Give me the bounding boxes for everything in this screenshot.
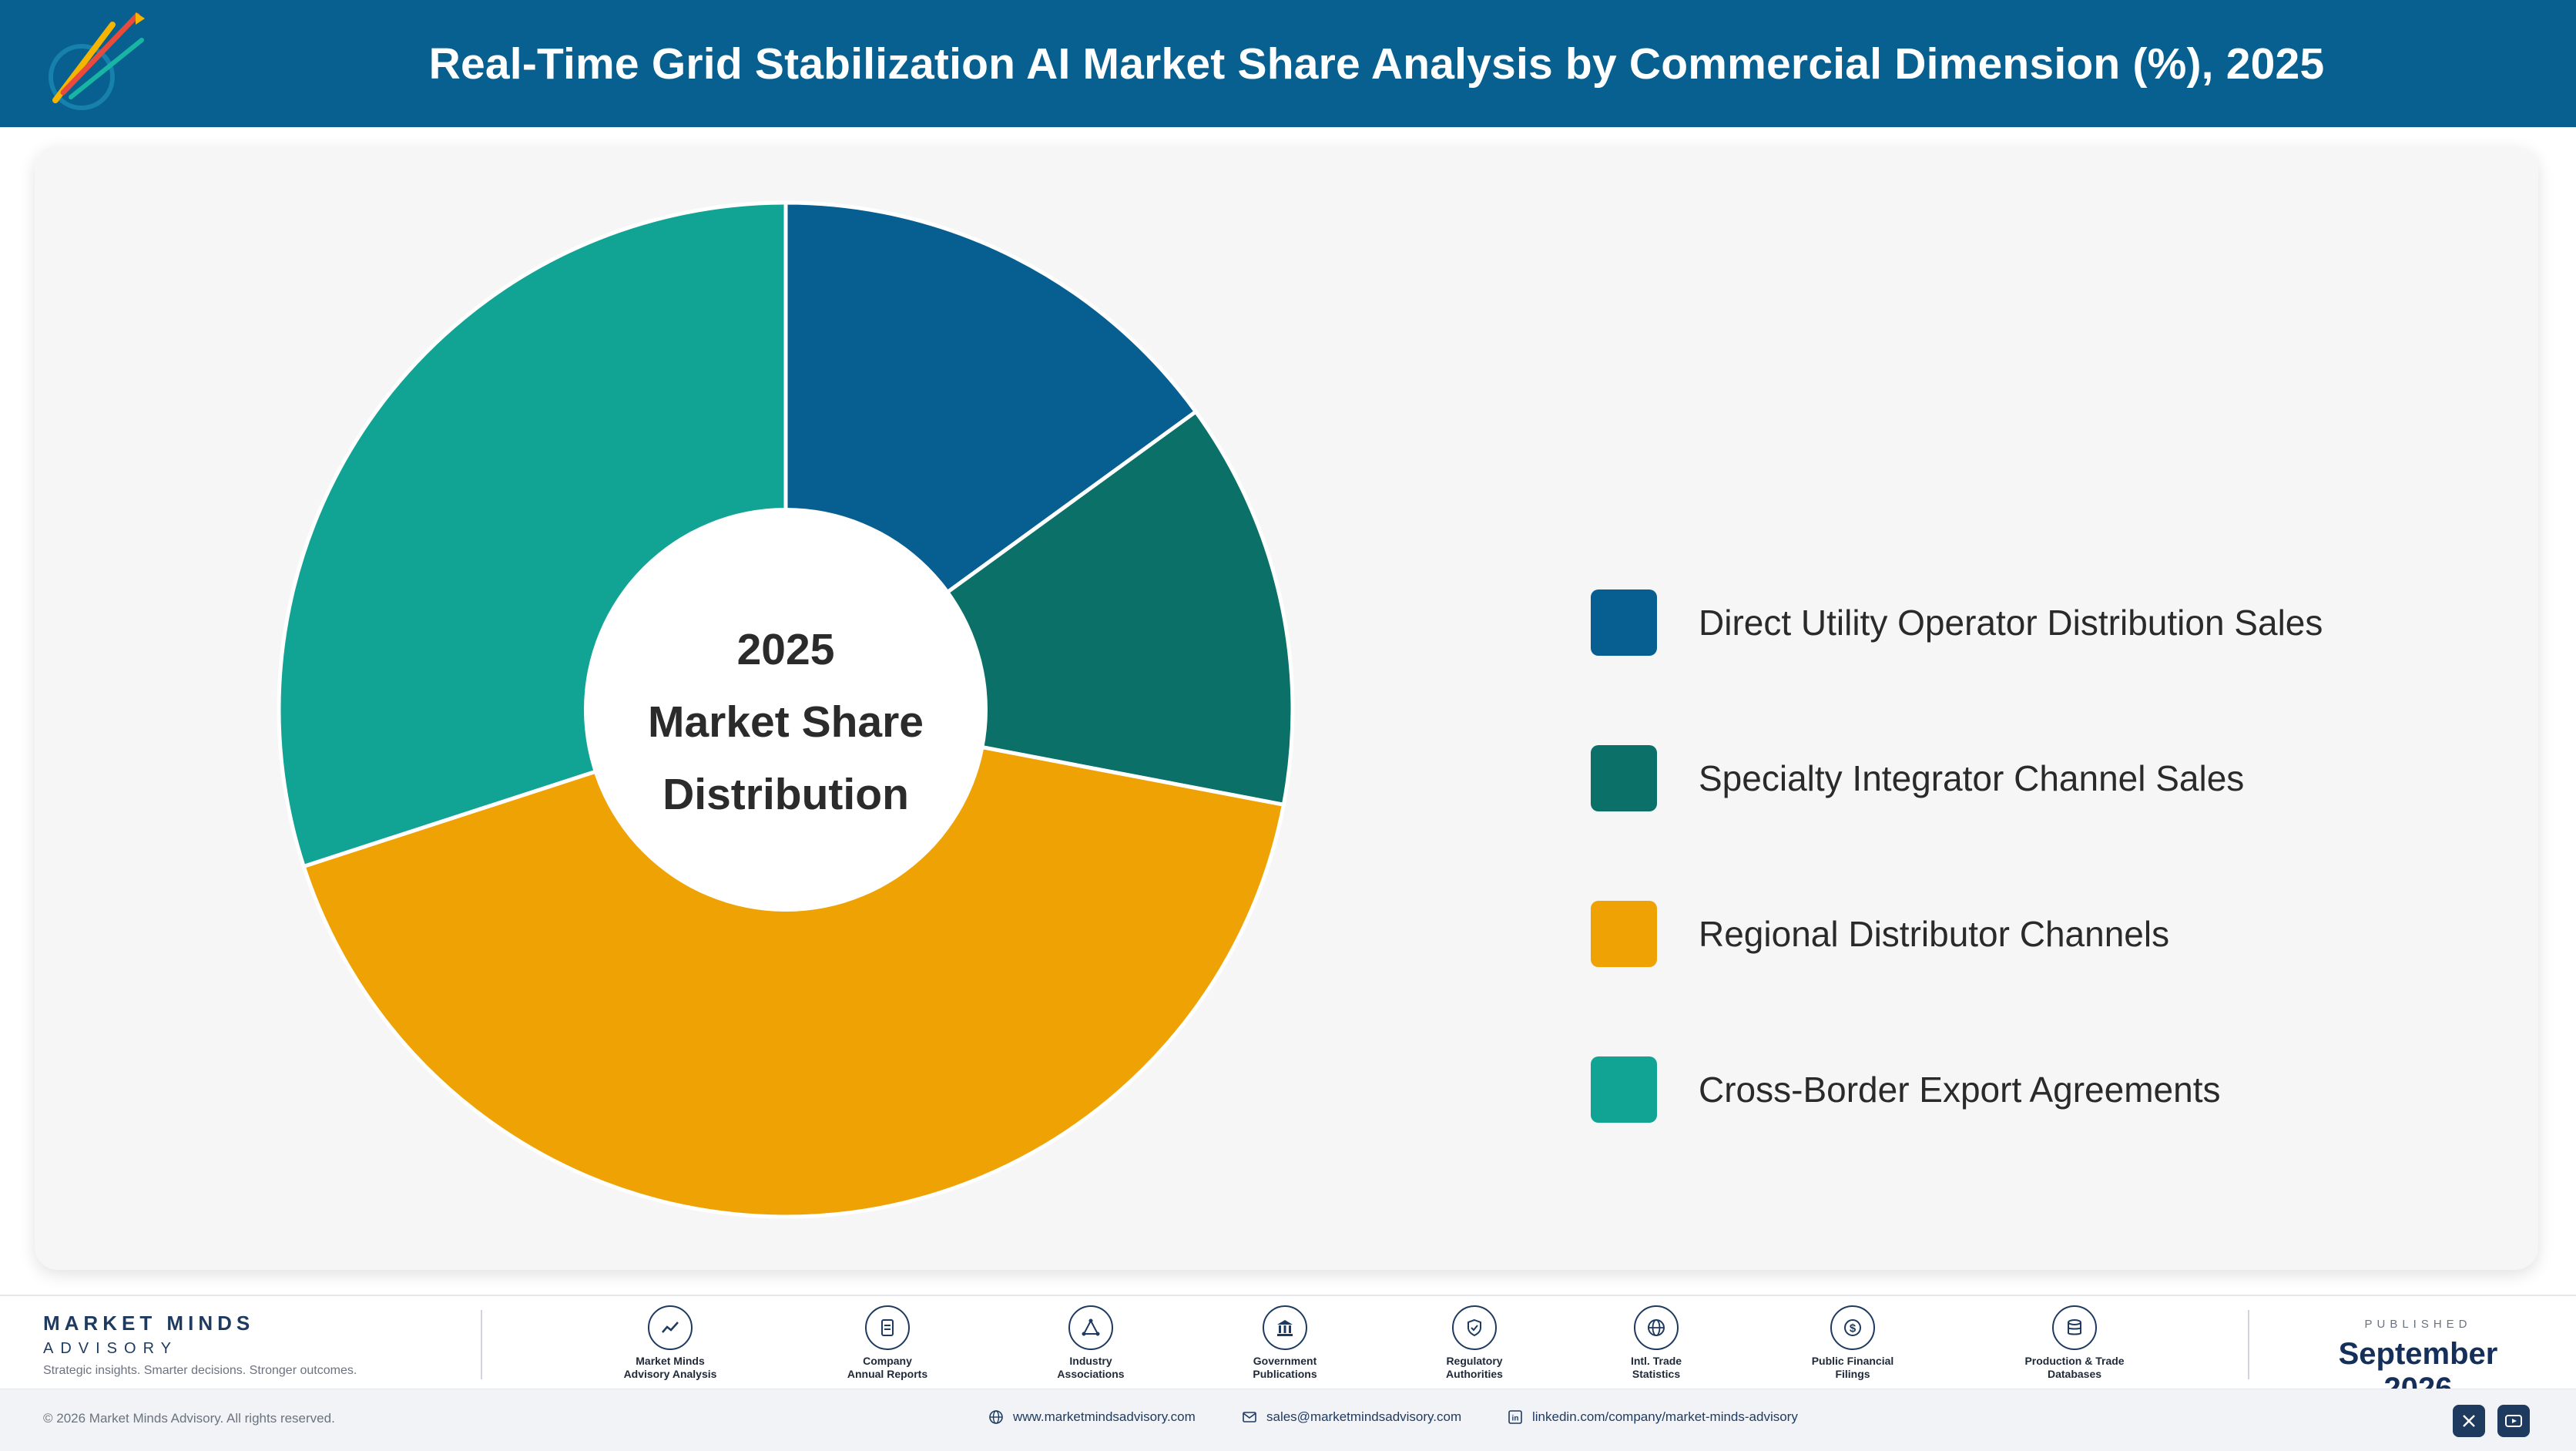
trend-icon <box>648 1305 693 1350</box>
footer-divider <box>2248 1310 2249 1379</box>
source-financial-filings[interactable]: $ Public Financial Filings <box>1776 1305 1930 1381</box>
globe-icon <box>989 1410 1003 1424</box>
source-label: Public Financial Filings <box>1811 1355 1894 1380</box>
document-icon <box>865 1305 910 1350</box>
shield-icon <box>1452 1305 1497 1350</box>
published-label: PUBLISHED <box>2364 1318 2472 1331</box>
source-label: Regulatory Authorities <box>1446 1355 1503 1380</box>
legend-item-direct-utility[interactable]: Direct Utility Operator Distribution Sal… <box>1591 589 2323 656</box>
legend-label: Regional Distributor Channels <box>1699 914 2170 954</box>
email-link[interactable]: sales@marketmindsadvisory.com <box>1242 1409 1461 1425</box>
brand-tagline: Strategic insights. Smarter decisions. S… <box>43 1364 357 1377</box>
chart-legend: Direct Utility Operator Distribution Sal… <box>1591 589 2323 1212</box>
slice-regional-distributor[interactable] <box>301 707 1286 1219</box>
legend-item-cross-border[interactable]: Cross-Border Export Agreements <box>1591 1056 2323 1123</box>
source-label: Company Annual Reports <box>847 1355 928 1380</box>
source-label: Government Publications <box>1253 1355 1317 1380</box>
video-icon <box>2505 1415 2522 1427</box>
legend-item-specialty-integrator[interactable]: Specialty Integrator Channel Sales <box>1591 745 2323 811</box>
source-company-reports[interactable]: Company Annual Reports <box>810 1305 964 1381</box>
legend-label: Specialty Integrator Channel Sales <box>1699 758 2245 798</box>
legend-swatch <box>1591 1056 1657 1123</box>
legend-swatch <box>1591 745 1657 811</box>
source-label: Market Minds Advisory Analysis <box>623 1355 717 1380</box>
legend-swatch <box>1591 589 1657 656</box>
legend-item-regional-distributor[interactable]: Regional Distributor Channels <box>1591 901 2323 967</box>
dollar-icon: $ <box>1830 1305 1875 1350</box>
source-regulatory-authorities[interactable]: Regulatory Authorities <box>1397 1305 1551 1381</box>
website-link[interactable]: www.marketmindsadvisory.com <box>988 1409 1196 1425</box>
copyright-text: © 2026 Market Minds Advisory. All rights… <box>43 1411 335 1426</box>
center-label-line-1: 2025 <box>737 625 835 674</box>
x-icon <box>2463 1415 2475 1427</box>
footer: MARKET MINDS ADVISORY Strategic insights… <box>0 1295 2576 1406</box>
source-trade-databases[interactable]: Production & Trade Databases <box>1997 1305 2152 1381</box>
chart-card: 2025 Market Share Distribution Direct Ut… <box>35 146 2538 1270</box>
donut-hole <box>584 508 988 912</box>
brand-name: MARKET MINDS <box>43 1312 255 1335</box>
center-label-line-3: Distribution <box>662 770 909 819</box>
youtube-social-button[interactable] <box>2497 1405 2530 1437</box>
svg-text:in: in <box>1512 1415 1519 1423</box>
linkedin-link[interactable]: in linkedin.com/company/market-minds-adv… <box>1508 1409 1798 1425</box>
legend-label: Cross-Border Export Agreements <box>1699 1070 2221 1110</box>
donut-chart: 2025 Market Share Distribution <box>277 200 1295 1219</box>
database-icon <box>2052 1305 2097 1350</box>
source-market-minds[interactable]: Market Minds Advisory Analysis <box>593 1305 747 1381</box>
website-text: www.marketmindsadvisory.com <box>1013 1409 1196 1424</box>
legend-label: Direct Utility Operator Distribution Sal… <box>1699 603 2323 643</box>
source-label: Production & Trade Databases <box>2024 1355 2125 1380</box>
page-title: Real-Time Grid Stabilization AI Market S… <box>428 39 2325 89</box>
government-icon <box>1263 1305 1307 1350</box>
source-trade-statistics[interactable]: Intl. Trade Statistics <box>1579 1305 1733 1381</box>
linkedin-icon: in <box>1508 1410 1522 1424</box>
source-government-publications[interactable]: Government Publications <box>1208 1305 1362 1381</box>
header-bar: Real-Time Grid Stabilization AI Market S… <box>0 0 2576 127</box>
linkedin-text: linkedin.com/company/market-minds-adviso… <box>1532 1409 1798 1424</box>
footer-divider <box>481 1310 482 1379</box>
mail-icon <box>1243 1412 1256 1422</box>
x-social-button[interactable] <box>2453 1405 2485 1437</box>
bottom-bar: © 2026 Market Minds Advisory. All rights… <box>0 1389 2576 1451</box>
email-text: sales@marketmindsadvisory.com <box>1266 1409 1462 1424</box>
company-logo[interactable] <box>37 6 153 122</box>
network-icon <box>1068 1305 1113 1350</box>
source-label: Industry Associations <box>1057 1355 1125 1380</box>
globe-icon <box>1634 1305 1679 1350</box>
source-industry-associations[interactable]: Industry Associations <box>1014 1305 1168 1381</box>
svg-text:$: $ <box>1850 1322 1857 1335</box>
legend-swatch <box>1591 901 1657 967</box>
center-label-line-2: Market Share <box>648 697 924 747</box>
source-label: Intl. Trade Statistics <box>1630 1355 1682 1380</box>
brand-subtitle: ADVISORY <box>43 1340 178 1357</box>
